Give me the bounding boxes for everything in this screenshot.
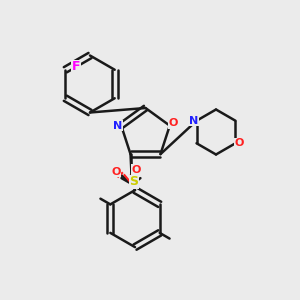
Text: O: O <box>169 118 178 128</box>
Text: N: N <box>113 121 122 130</box>
Text: S: S <box>130 175 139 188</box>
Text: O: O <box>234 138 244 148</box>
Text: O: O <box>131 165 141 175</box>
Text: F: F <box>72 60 80 73</box>
Text: N: N <box>189 116 198 126</box>
Text: O: O <box>111 167 121 177</box>
